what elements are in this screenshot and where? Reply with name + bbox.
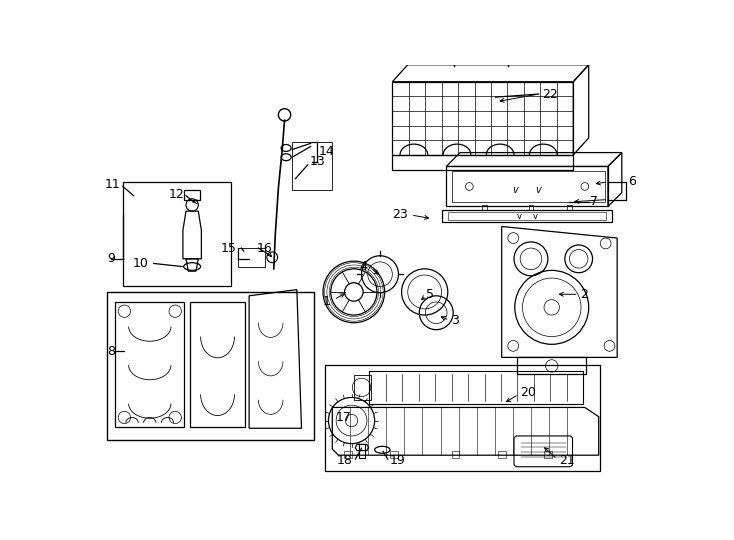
Text: 14: 14: [319, 145, 334, 158]
Text: 11: 11: [105, 178, 120, 191]
Text: v: v: [532, 212, 537, 221]
Text: 15: 15: [221, 241, 237, 254]
Text: 13: 13: [309, 154, 325, 167]
Text: 19: 19: [389, 454, 405, 467]
Text: 6: 6: [628, 176, 636, 188]
Bar: [567, 205, 572, 210]
Bar: [190, 302, 245, 427]
Text: 18: 18: [336, 454, 352, 467]
Text: 3: 3: [451, 314, 459, 327]
Text: 4: 4: [360, 260, 368, 273]
Bar: [292, 142, 333, 190]
Text: 8: 8: [107, 345, 115, 357]
Bar: [239, 248, 264, 267]
Bar: [544, 451, 552, 457]
Bar: [528, 205, 534, 210]
Text: 17: 17: [336, 411, 352, 424]
Text: 12: 12: [169, 188, 184, 201]
Bar: [482, 205, 487, 210]
Text: 22: 22: [542, 87, 558, 100]
Text: 23: 23: [392, 208, 408, 221]
Text: 10: 10: [133, 257, 149, 270]
Text: 16: 16: [257, 241, 272, 254]
Bar: [448, 212, 606, 220]
Text: 21: 21: [559, 454, 575, 467]
Bar: [107, 292, 314, 440]
Bar: [115, 302, 184, 427]
Bar: [123, 182, 230, 286]
Text: 7: 7: [590, 195, 598, 208]
Bar: [498, 451, 506, 457]
Text: 9: 9: [107, 252, 115, 265]
Bar: [344, 451, 352, 457]
Text: 5: 5: [426, 288, 435, 301]
Bar: [369, 372, 584, 403]
Bar: [390, 451, 398, 457]
Text: v: v: [517, 212, 522, 221]
Text: v: v: [536, 185, 542, 195]
Bar: [359, 444, 366, 458]
Text: 1: 1: [323, 295, 331, 308]
Text: 2: 2: [580, 288, 588, 301]
Bar: [354, 375, 371, 400]
Bar: [451, 451, 459, 457]
Bar: [184, 190, 200, 200]
Text: v: v: [512, 185, 518, 195]
Bar: [452, 171, 605, 202]
Text: 20: 20: [520, 386, 536, 399]
Bar: [324, 365, 600, 471]
